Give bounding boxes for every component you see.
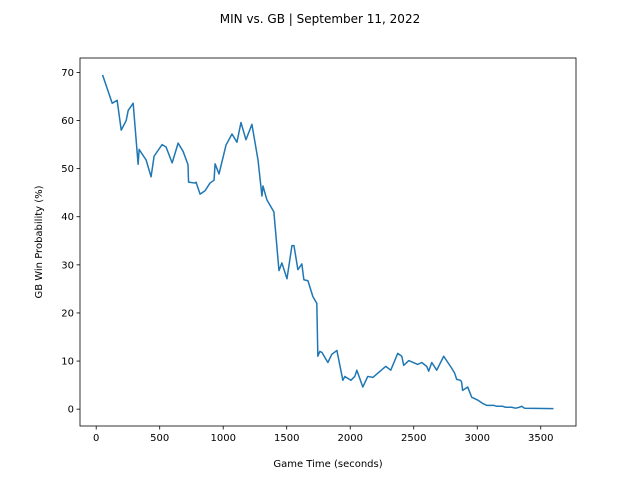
x-axis-label: Game Time (seconds): [273, 459, 382, 470]
x-tick-label: 1000: [210, 433, 235, 444]
y-tick-label: 0: [68, 405, 74, 416]
y-tick-label: 50: [61, 164, 74, 175]
chart-title: MIN vs. GB | September 11, 2022: [220, 12, 420, 26]
x-tick-label: 3500: [528, 433, 553, 444]
x-tick-label: 3000: [465, 433, 490, 444]
x-tick-label: 2000: [338, 433, 363, 444]
y-tick-label: 30: [61, 260, 74, 271]
x-tick-label: 0: [93, 433, 99, 444]
x-tick-label: 1500: [274, 433, 299, 444]
x-tick-label: 2500: [401, 433, 426, 444]
y-tick-label: 40: [61, 212, 74, 223]
x-tick-label: 500: [150, 433, 169, 444]
y-tick-label: 20: [61, 308, 74, 319]
data-line: [101, 74, 554, 410]
y-tick-label: 60: [61, 116, 74, 127]
y-axis-label: GB Win Probability (%): [34, 185, 45, 298]
plot-frame: [79, 57, 577, 427]
y-tick-label: 70: [61, 68, 74, 79]
y-tick-label: 10: [61, 357, 74, 368]
